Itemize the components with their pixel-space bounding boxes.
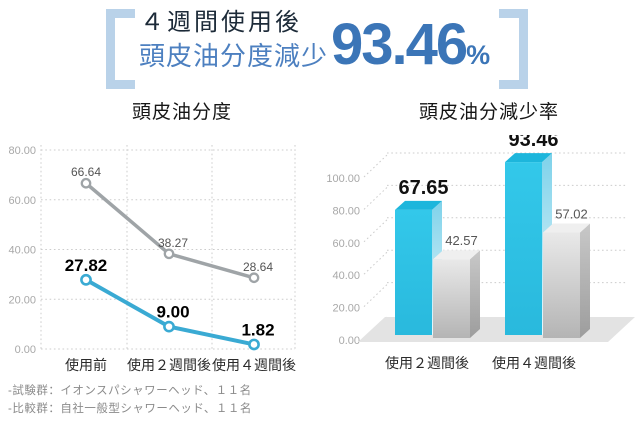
y-axis-tick-label: 40.00 <box>332 270 360 282</box>
data-label: 1.82 <box>241 320 274 339</box>
header-big-number: 93.46% <box>331 16 490 74</box>
percent-sign: % <box>466 40 491 70</box>
bar <box>395 209 432 335</box>
data-label: 93.46 <box>508 135 558 151</box>
header-line1: ４週間使用後 <box>140 9 302 36</box>
line-series <box>84 181 256 280</box>
y-axis-tick-label: 20.00 <box>8 294 36 306</box>
depth-tick-line <box>363 219 388 243</box>
depth-tick-line <box>363 154 388 178</box>
data-point-marker <box>163 248 175 260</box>
x-axis-label: 使用前 <box>65 357 107 373</box>
footnote-test-group: -試験群：イオンスパシャワーヘッド、１１名 <box>8 385 252 397</box>
data-label: 38.27 <box>158 236 188 250</box>
depth-tick-line <box>363 284 388 307</box>
data-point-marker <box>80 273 92 286</box>
y-axis-tick-label: 80.00 <box>332 205 360 217</box>
data-label: 67.65 <box>398 177 448 199</box>
footnotes: -試験群：イオンスパシャワーヘッド、１１名 -比較群：自社一般型シャワーヘッド、… <box>8 382 252 418</box>
line-chart-title: 頭皮油分度 <box>131 102 232 123</box>
data-point-marker <box>80 177 92 189</box>
right-bracket-decoration <box>499 9 528 89</box>
bar <box>543 232 580 338</box>
y-axis-tick-label: 80.00 <box>8 145 36 157</box>
bar-top-face <box>543 223 590 233</box>
x-axis-label: 使用２週間後 <box>127 357 211 373</box>
line-chart: 80.00 60.00 40.00 20.00 0.00 66.64 38.27 28.64 2… <box>8 145 296 373</box>
big-value: 93.46 <box>331 12 468 77</box>
footnote-control-group: -比較群：自社一般型シャワーヘッド、１１名 <box>8 403 252 415</box>
bar-top-face <box>433 250 480 260</box>
bar-top-face <box>505 153 552 163</box>
y-axis-tick-label: 60.00 <box>8 195 36 207</box>
y-axis-tick-label: 0.00 <box>339 335 360 347</box>
data-point-marker <box>163 320 175 333</box>
data-label: 27.82 <box>65 256 108 275</box>
data-label: 9.00 <box>156 303 189 322</box>
x-axis-label: 使用４週間後 <box>212 357 296 373</box>
left-bracket-decoration <box>106 9 135 89</box>
data-label: 42.57 <box>445 233 478 248</box>
bar-top-face <box>395 200 442 210</box>
data-label: 28.64 <box>243 260 273 274</box>
y-axis-tick-label: 0.00 <box>15 344 36 356</box>
bar-side-face <box>580 223 590 338</box>
x-axis-label: 使用４週間後 <box>492 355 576 371</box>
bar-chart-title: 頭皮油分減少率 <box>418 102 559 123</box>
data-point-marker <box>248 338 260 351</box>
bar <box>433 259 470 338</box>
x-axis-label: 使用２週間後 <box>385 355 469 371</box>
bar-side-face <box>470 250 480 338</box>
y-axis-tick-label: 100.00 <box>326 173 360 185</box>
header-line2: 頭皮油分度減少 <box>139 41 329 71</box>
bar <box>505 162 542 335</box>
y-axis-tick-label: 20.00 <box>332 303 360 315</box>
data-point-marker <box>248 272 260 284</box>
data-label: 57.02 <box>555 207 588 222</box>
y-axis-tick-label: 60.00 <box>332 238 360 250</box>
bar-chart-3d: 100.00 80.00 60.00 40.00 20.00 0.00 67.65 42.57… <box>326 135 635 371</box>
depth-tick-line <box>363 187 388 210</box>
depth-tick-line <box>363 251 388 275</box>
y-axis-tick-label: 40.00 <box>8 245 36 257</box>
data-label: 66.64 <box>71 165 101 179</box>
